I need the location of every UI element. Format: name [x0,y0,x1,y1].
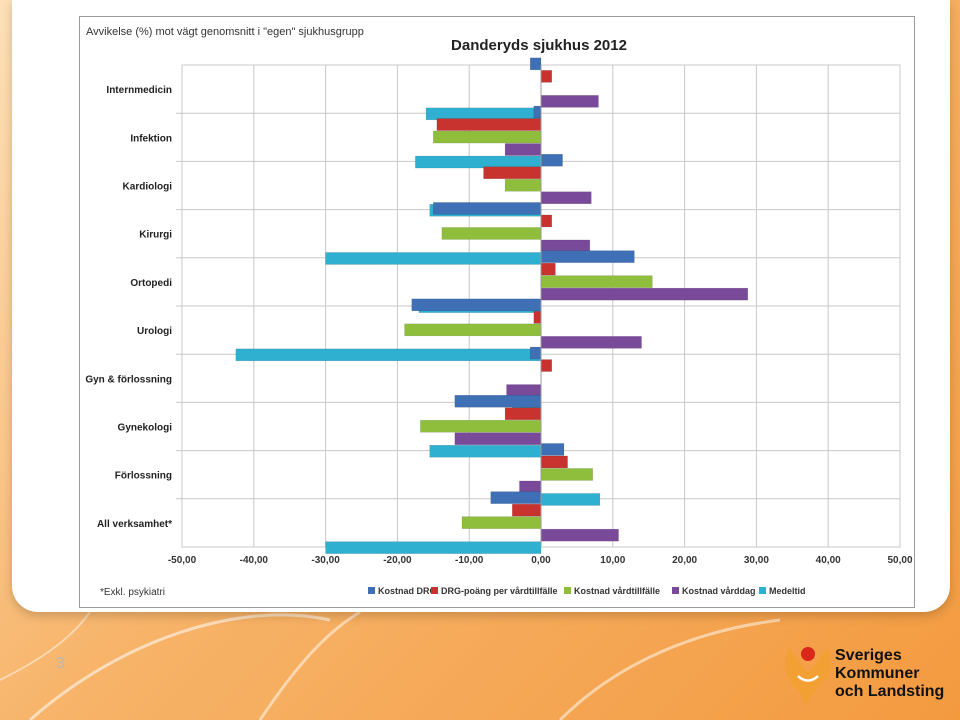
bar-kostnad-vårddag [540,287,749,301]
x-tick-label: -40,00 [240,555,269,566]
category-label: Urologi [137,326,172,337]
category-label: Ortopedi [130,278,172,289]
bar-medeltid [540,493,601,506]
bar-kostnad-vårddag [504,143,542,156]
bar-drg-poäng-per-vårdtillfälle [504,407,542,420]
bar-kostnad-drg [433,202,542,215]
chart-title: Danderyds sjukhus 2012 [451,37,627,54]
bar-drg-poäng-per-vårdtillfälle [436,118,542,131]
bar-medeltid [429,445,542,458]
bar-kostnad-vårdtillfälle [441,227,542,240]
category-label: Kirurgi [139,230,172,241]
bar-medeltid [415,155,542,169]
bar-kostnad-drg [411,298,542,312]
bar-kostnad-vårdtillfälle [504,179,542,192]
bar-kostnad-drg [529,57,542,71]
legend-swatch [672,587,679,594]
bar-kostnad-vårdtillfälle [433,130,542,144]
bar-kostnad-vårddag [540,336,642,349]
bar-drg-poäng-per-vårdtillfälle [540,70,553,83]
x-tick-label: 20,00 [672,555,697,566]
bar-chart: -50,00 -40,00 -30,00 -20,00 -10,00 0,00 10,00 2… [85,26,913,598]
legend-swatch [431,587,438,594]
category-label: Infektion [130,133,172,144]
bar-drg-poäng-per-vårdtillfälle [533,311,542,324]
bar-kostnad-vårddag [540,191,592,204]
logo-text: Sveriges Kommuner och Landsting [835,647,944,701]
x-tick-label: -10,00 [455,555,484,566]
bar-kostnad-drg [529,346,542,360]
category-label: Internmedicin [106,85,172,96]
bar-kostnad-drg [454,395,542,408]
chart-frame: -50,00 -40,00 -30,00 -20,00 -10,00 0,00 10,00 2… [79,16,915,608]
legend-swatch [759,587,766,594]
bar-kostnad-vårdtillfälle [540,468,593,481]
category-label: Gynekologi [118,423,173,434]
bar-kostnad-vårddag [519,480,542,494]
bar-kostnad-drg [540,250,635,263]
skl-logo-icon [785,647,831,706]
bar-kostnad-vårdtillfälle [461,516,542,529]
category-label: Förlossning [115,471,172,482]
x-tick-label: 0,00 [531,555,551,566]
x-tick-label: -50,00 [168,555,197,566]
legend-label: Medeltid [769,586,806,596]
logo-line-2: Kommuner [835,665,920,682]
legend-label: Kostnad vårdtillfälle [574,586,660,596]
category-label: Gyn & förlossning [85,374,172,385]
x-tick-label: -20,00 [383,555,412,566]
x-tick-label: 30,00 [744,555,769,566]
chart-footnote: *Exkl. psykiatri [100,587,165,598]
bar-kostnad-vårdtillfälle [540,275,653,288]
x-tick-label: 40,00 [816,555,841,566]
bar-kostnad-vårddag [540,95,599,108]
x-tick-label: 10,00 [600,555,625,566]
slide-number: 3 [56,655,65,672]
bar-medeltid [325,252,542,265]
bar-kostnad-vårddag [540,239,591,253]
bar-kostnad-vårddag [506,384,542,397]
bar-drg-poäng-per-vårdtillfälle [540,455,568,469]
bar-kostnad-vårddag [454,432,542,445]
legend-label: Kostnad DRG [378,586,437,596]
bar-drg-poäng-per-vårdtillfälle [540,262,556,276]
legend-swatch [564,587,571,594]
bar-drg-poäng-per-vårdtillfälle [540,214,553,228]
bar-medeltid [235,348,542,362]
bar-kostnad-vårdtillfälle [420,420,542,433]
x-tick-label: 50,00 [887,555,912,566]
bar-kostnad-drg [533,105,542,119]
x-tick-label: -30,00 [311,555,340,566]
bar-drg-poäng-per-vårdtillfälle [483,166,542,179]
logo-line-3: och Landsting [835,683,945,700]
bar-kostnad-vårddag [540,528,619,542]
bar-kostnad-drg [490,491,542,504]
logo-line-1: Sveriges [835,647,902,664]
bar-drg-poäng-per-vårdtillfälle [540,359,553,372]
bar-drg-poäng-per-vårdtillfälle [512,503,542,517]
category-label: Kardiologi [123,182,173,193]
chart-subtitle: Avvikelse (%) mot vägt genomsnitt i "ege… [86,26,364,38]
bar-kostnad-vårdtillfälle [404,323,542,337]
bar-medeltid [325,541,542,554]
legend-swatch [368,587,375,594]
category-label: All verksamhet* [97,519,172,530]
legend-label: Kostnad vårddag [682,586,756,596]
legend-label: DRG-poäng per vårdtillfälle [441,586,558,596]
bar-medeltid [425,107,542,121]
bar-kostnad-drg [540,443,565,456]
bar-kostnad-drg [540,154,563,167]
